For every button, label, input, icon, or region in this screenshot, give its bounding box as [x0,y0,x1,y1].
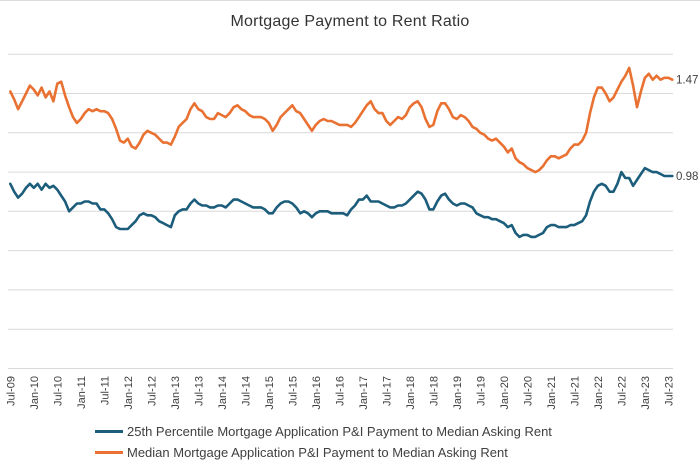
x-tick-label: Jul-18 [428,376,440,406]
x-tick-label: Jul-10 [52,376,64,406]
legend-label: 25th Percentile Mortgage Application P&I… [127,423,552,439]
x-tick-label: Jan-17 [358,376,370,410]
x-tick-label: Jul-20 [522,376,534,406]
chart-title: Mortgage Payment to Rent Ratio [230,13,470,30]
legend-line-swatch-orange [95,450,123,454]
x-tick-label: Jan-20 [499,376,511,410]
series-end-label: 1.47 [676,75,698,87]
x-tick-label: Jul-19 [475,376,487,406]
x-tick-label: Jan-13 [170,376,182,410]
x-tick-label: Jul-17 [381,376,393,406]
x-tick-label: Jul-21 [569,376,581,406]
median-series-line [9,66,674,174]
x-tick-label: Jul-14 [240,376,252,406]
x-tick-label: Jul-11 [99,376,111,405]
x-tick-label: Jul-22 [616,376,628,406]
x-tick-label: Jan-18 [405,376,417,410]
x-tick-label: Jan-19 [452,376,464,410]
p25-series-line [9,166,674,239]
x-tick-label: Jul-15 [287,376,299,406]
legend-line-swatch-blue [95,429,123,433]
series-end-label: 0.98 [676,171,698,183]
x-tick-label: Jan-21 [546,376,558,410]
x-tick-label: Jul-23 [663,376,675,406]
x-tick-label: Jul-09 [5,376,17,406]
legend-item: 25th Percentile Mortgage Application P&I… [95,423,552,439]
x-tick-label: Jan-12 [123,376,135,410]
x-tick-label: Jan-10 [29,376,41,410]
legend-item: Median Mortgage Application P&I Payment … [95,444,552,460]
x-tick-label: Jan-16 [311,376,323,410]
x-tick-label: Jan-11 [76,376,88,409]
x-tick-label: Jul-16 [334,376,346,406]
x-tick-label: Jul-12 [146,376,158,406]
x-tick-label: Jan-15 [264,376,276,410]
x-tick-label: Jan-14 [217,376,229,410]
x-tick-label: Jul-13 [193,376,205,406]
x-tick-label: Jan-23 [640,376,652,410]
legend: 25th Percentile Mortgage Application P&I… [95,423,552,460]
legend-label: Median Mortgage Application P&I Payment … [127,444,508,460]
x-tick-label: Jan-22 [593,376,605,410]
